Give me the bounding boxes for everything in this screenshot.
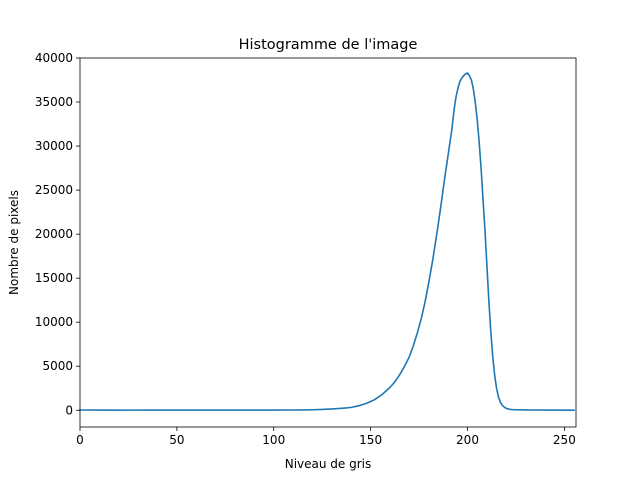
x-tick-label: 200 bbox=[456, 433, 479, 447]
x-tick-label: 150 bbox=[359, 433, 382, 447]
y-tick-label: 0 bbox=[65, 403, 73, 417]
y-axis-label: Nombre de pixels bbox=[7, 190, 21, 295]
axes-frame bbox=[79, 57, 577, 428]
series-line-0 bbox=[79, 72, 575, 411]
y-tick-label: 25000 bbox=[35, 183, 73, 197]
y-tick-label: 20000 bbox=[35, 227, 73, 241]
y-tick-label: 10000 bbox=[35, 315, 73, 329]
x-axis-label: Niveau de gris bbox=[285, 457, 372, 471]
x-tick-label: 250 bbox=[553, 433, 576, 447]
y-tick-label: 40000 bbox=[35, 51, 73, 65]
plot-area bbox=[79, 72, 575, 411]
chart-title: Histogramme de l'image bbox=[239, 37, 418, 53]
y-tick-label: 5000 bbox=[42, 359, 73, 373]
y-tick-label: 15000 bbox=[35, 271, 73, 285]
y-tick-label: 30000 bbox=[35, 139, 73, 153]
x-tick-label: 50 bbox=[169, 433, 184, 447]
x-tick-label: 100 bbox=[262, 433, 285, 447]
y-tick-label: 35000 bbox=[35, 95, 73, 109]
x-tick-label: 0 bbox=[76, 433, 84, 447]
